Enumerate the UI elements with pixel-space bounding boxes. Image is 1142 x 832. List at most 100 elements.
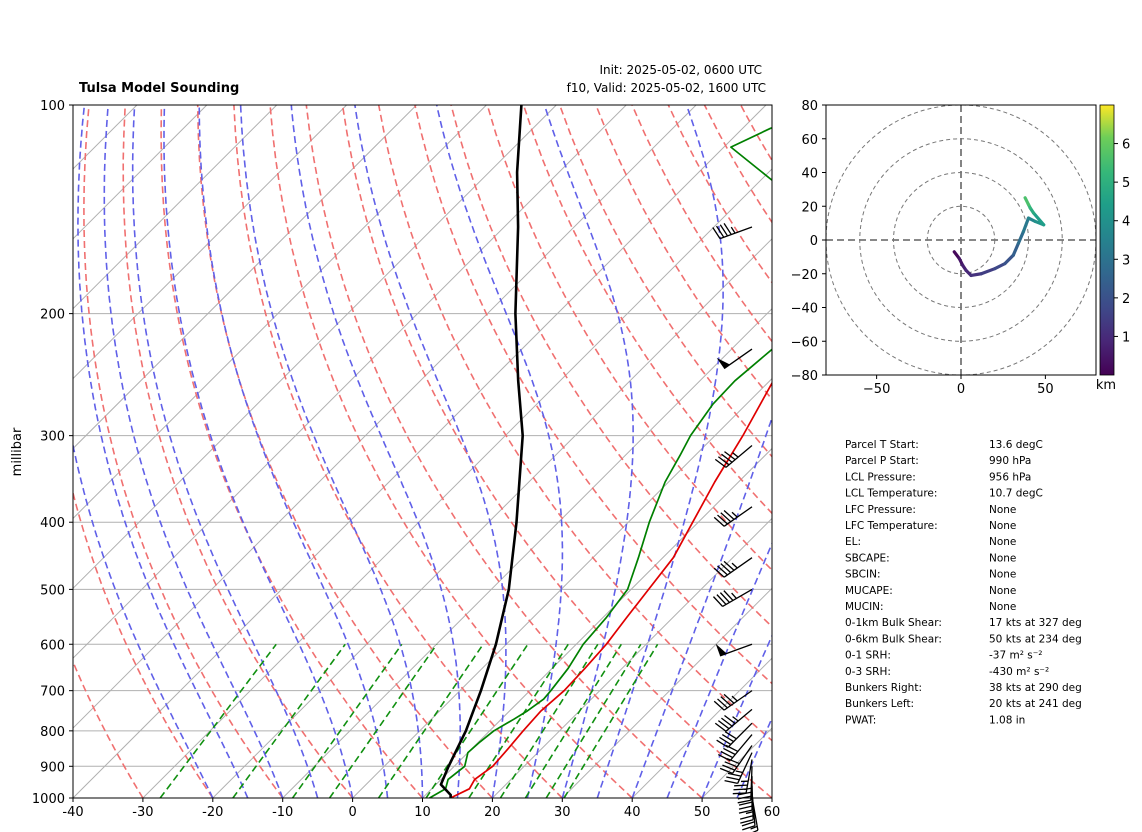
- x-tick-label: 60: [764, 805, 781, 820]
- barb-feather: [739, 815, 754, 820]
- hodograph-segment: [993, 262, 1007, 271]
- hodograph-y-tick-label: −80: [791, 369, 818, 384]
- stat-label: Bunkers Left:: [845, 698, 914, 710]
- moist-adiabat-line: [596, 105, 724, 798]
- stat-label: Bunkers Right:: [845, 682, 922, 694]
- stat-value: 990 hPa: [989, 455, 1031, 467]
- dry-adiabat-line: [667, 105, 772, 284]
- isotherm-line: [73, 105, 627, 659]
- skewt-profiles: [429, 105, 772, 798]
- barb-shaft: [731, 745, 753, 774]
- x-tick-label: 10: [414, 805, 431, 820]
- dry-adiabat-line: [122, 105, 354, 798]
- colorbar-tick-label: 6: [1122, 138, 1130, 153]
- wind-barb: [715, 643, 753, 657]
- dry-adiabat-line: [269, 105, 633, 798]
- stat-value: None: [989, 504, 1016, 516]
- wind-barb: [712, 588, 753, 607]
- hodograph-y-tick-label: −40: [791, 302, 818, 317]
- valid-time: f10, Valid: 2025-05-02, 1600 UTC: [567, 81, 766, 95]
- barb-feather: [720, 750, 734, 759]
- isotherm-line: [73, 105, 487, 520]
- wind-barb: [713, 557, 753, 578]
- barb-feather: [732, 792, 747, 795]
- stat-label: MUCIN:: [845, 601, 884, 613]
- hodograph-y-tick-label: −60: [791, 335, 818, 350]
- isotherm-line: [142, 168, 772, 798]
- barb-feather: [720, 563, 732, 574]
- barb-feather: [726, 776, 740, 781]
- barb-half-feather: [731, 511, 738, 518]
- stat-label: PWAT:: [845, 714, 876, 726]
- moist-adiabat-line: [543, 105, 635, 798]
- barb-feather: [719, 767, 733, 774]
- y-tick-label: 900: [40, 760, 65, 775]
- x-tick-label: -30: [132, 805, 153, 820]
- barb-shaft: [750, 766, 753, 801]
- barb-feather: [724, 714, 736, 725]
- hodograph-segment: [1016, 229, 1026, 245]
- barb-half-feather: [730, 226, 736, 234]
- dry-adiabat-line: [160, 105, 424, 798]
- colorbar-tick-label: 1: [1122, 330, 1130, 345]
- hodograph-y-tick-label: 40: [801, 167, 818, 182]
- y-tick-label: 700: [40, 685, 65, 700]
- temperature-profile: [450, 381, 772, 798]
- hodograph-segment: [969, 272, 983, 278]
- barb-feather: [738, 809, 753, 814]
- barb-feather: [721, 453, 733, 463]
- stat-label: LCL Pressure:: [845, 471, 916, 483]
- stat-label: EL:: [845, 536, 861, 548]
- isotherm-line: [701, 727, 772, 798]
- barb-feather: [721, 717, 733, 727]
- barb-shaft: [737, 752, 753, 784]
- barb-half-feather: [731, 592, 737, 599]
- colorbar-label: km: [1096, 378, 1116, 393]
- barb-feather: [719, 736, 732, 745]
- barb-feather: [742, 825, 756, 831]
- barb-feather: [716, 594, 727, 605]
- stat-value: None: [989, 569, 1016, 581]
- barb-feather: [724, 761, 738, 768]
- wind-barb: [714, 445, 753, 468]
- x-tick-label: 30: [554, 805, 571, 820]
- hodograph-segment: [1021, 216, 1031, 234]
- init-time: Init: 2025-05-02, 0600 UTC: [599, 63, 762, 77]
- x-tick-label: -10: [272, 805, 293, 820]
- barb-shaft: [727, 722, 753, 748]
- barb-feather: [727, 772, 742, 777]
- mixing-ratio-line: [159, 643, 277, 798]
- wind-barb: [716, 722, 753, 748]
- barb-feather: [723, 590, 734, 601]
- dry-adiabat-line: [558, 105, 772, 458]
- barb-feather: [724, 451, 736, 461]
- mixing-ratio-line: [328, 643, 438, 798]
- barb-feather: [723, 747, 736, 756]
- colorbar-tick-label: 3: [1122, 253, 1130, 268]
- height-colorbar: [1099, 104, 1115, 376]
- stat-value: 10.7 degC: [989, 488, 1043, 500]
- barb-feather: [720, 696, 732, 707]
- isotherm-line: [73, 105, 417, 450]
- barb-feather: [721, 733, 734, 743]
- moist-adiabat-line: [631, 415, 772, 798]
- colorbar-tick-label: 2: [1122, 292, 1130, 307]
- hodograph-segment: [979, 267, 997, 276]
- barb-shaft: [723, 557, 753, 578]
- isotherm-line: [561, 587, 772, 798]
- stat-value: 1.08 in: [989, 714, 1025, 726]
- dry-adiabat-line: [849, 105, 1142, 798]
- stat-label: LFC Pressure:: [845, 504, 916, 516]
- moist-adiabat-line: [736, 716, 772, 798]
- parcel-profile: [439, 105, 524, 798]
- barb-flag: [716, 357, 730, 369]
- y-tick-label: 1000: [32, 792, 65, 807]
- moist-adiabat-line: [435, 105, 564, 798]
- dry-adiabat-line: [305, 105, 703, 798]
- stat-label: 0-3 SRH:: [845, 666, 891, 678]
- y-tick-label: 500: [40, 583, 65, 598]
- barb-feather: [724, 780, 738, 785]
- stat-label: 0-1 SRH:: [845, 650, 891, 662]
- barb-half-feather: [735, 770, 743, 774]
- barb-feather: [740, 819, 754, 824]
